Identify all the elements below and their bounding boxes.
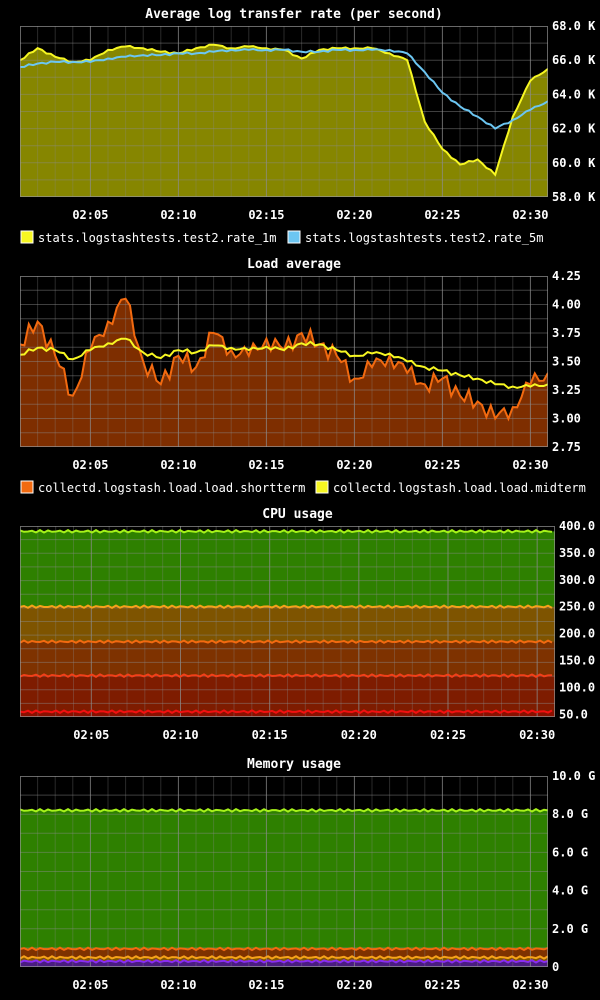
legend-entry: stats.logstashtests.test2.rate_5m [305, 231, 543, 245]
x-tick-label: 02:30 [519, 728, 555, 742]
y-tick-label: 3.00 [552, 412, 581, 426]
legend-swatch [20, 230, 34, 244]
x-tick-label: 02:15 [248, 458, 284, 472]
band-line-2 [20, 946, 548, 952]
legend-swatch [315, 480, 329, 494]
x-tick-label: 02:15 [248, 978, 284, 992]
x-tick-label: 02:25 [424, 458, 460, 472]
plot-area [20, 26, 548, 197]
series-area-1 [20, 298, 548, 447]
series-area-1 [20, 44, 548, 197]
x-tick-label: 02:20 [336, 208, 372, 222]
band-line-3 [20, 955, 548, 960]
chart-1: Average log transfer rate (per second) 58… [20, 7, 596, 245]
y-tick-label: 64.0 K [552, 87, 596, 101]
y-tick-label: 350.0 [559, 546, 595, 560]
plot-area [20, 776, 548, 967]
chart-title: CPU usage [262, 507, 333, 522]
legend-swatch [287, 230, 301, 244]
series-line-2 [20, 337, 548, 390]
band-line-2 [20, 604, 553, 610]
y-tick-label: 3.25 [552, 383, 581, 397]
plot-frame [20, 776, 548, 967]
y-tick-label: 400.0 [559, 519, 595, 533]
x-tick-label: 02:10 [160, 208, 196, 222]
legend: stats.logstashtests.test2.rate_1m stats.l… [20, 230, 543, 245]
x-tick-label: 02:10 [162, 728, 198, 742]
y-tick-label: 0 [552, 960, 559, 974]
y-tick-label: 3.75 [552, 326, 581, 340]
x-tick-label: 02:30 [512, 208, 548, 222]
y-tick-label: 2.0 G [552, 922, 588, 936]
x-tick-label: 02:25 [424, 208, 460, 222]
x-tick-label: 02:05 [72, 458, 108, 472]
x-tick-label: 02:25 [430, 728, 466, 742]
y-tick-label: 8.0 G [552, 807, 588, 821]
y-tick-label: 250.0 [559, 600, 595, 614]
x-tick-label: 02:15 [248, 208, 284, 222]
x-tick-label: 02:30 [512, 458, 548, 472]
y-tick-label: 50.0 [559, 707, 588, 721]
y-tick-label: 4.0 G [552, 884, 588, 898]
x-tick-label: 02:20 [341, 728, 377, 742]
chart-3: CPU usage 50.0 100.0 150.0 200.0 250.0 300.0 35… [20, 507, 595, 742]
y-tick-label: 100.0 [559, 680, 595, 694]
x-tick-label: 02:20 [336, 458, 372, 472]
y-tick-label: 150.0 [559, 654, 595, 668]
x-tick-label: 02:05 [73, 728, 109, 742]
plot-frame [20, 526, 555, 717]
y-tick-label: 10.0 G [552, 769, 595, 783]
legend: collectd.logstash.load.load.shortterm col… [20, 480, 586, 495]
plot-frame [20, 26, 548, 197]
band-line-4 [20, 958, 548, 964]
y-tick-label: 6.0 G [552, 845, 588, 859]
y-tick-label: 58.0 K [552, 190, 596, 204]
x-tick-label: 02:20 [336, 978, 372, 992]
x-tick-label: 02:25 [424, 978, 460, 992]
y-tick-label: 60.0 K [552, 156, 596, 170]
x-tick-label: 02:10 [160, 978, 196, 992]
legend-swatch [20, 480, 34, 494]
chart-title: Average log transfer rate (per second) [145, 7, 442, 22]
band-area-4 [20, 961, 548, 967]
band-line-4 [20, 673, 553, 678]
y-tick-label: 66.0 K [552, 53, 596, 67]
x-tick-label: 02:10 [160, 458, 196, 472]
band-area-5 [20, 711, 555, 717]
x-tick-label: 02:05 [72, 978, 108, 992]
band-line-5 [20, 709, 553, 714]
grid [20, 526, 555, 717]
y-tick-label: 3.50 [552, 355, 581, 369]
x-tick-label: 02:15 [252, 728, 288, 742]
plot-area [20, 276, 548, 447]
y-tick-label: 4.25 [552, 269, 581, 283]
y-tick-label: 4.00 [552, 298, 581, 312]
band-line-1 [20, 808, 548, 813]
legend-entry: collectd.logstash.load.load.shortterm [38, 481, 305, 495]
plot-area [20, 526, 555, 717]
y-tick-label: 62.0 K [552, 122, 596, 136]
x-tick-label: 02:05 [72, 208, 108, 222]
grid [20, 26, 548, 197]
y-tick-label: 2.75 [552, 440, 581, 454]
band-area-1 [20, 810, 548, 967]
y-tick-label: 300.0 [559, 573, 595, 587]
chart-4: Memory usage 0 2.0 G 4.0 G 6.0 G 8.0 G 10.0 G 0… [20, 757, 595, 992]
plot-frame [20, 276, 548, 447]
band-line-1 [20, 529, 553, 534]
series-line-2 [20, 47, 548, 130]
y-tick-label: 200.0 [559, 627, 595, 641]
legend-entry: collectd.logstash.load.load.midterm [333, 481, 586, 495]
y-tick-label: 68.0 K [552, 19, 596, 33]
chart-title: Memory usage [247, 757, 341, 772]
legend-entry: stats.logstashtests.test2.rate_1m [38, 231, 276, 245]
x-tick-label: 02:30 [512, 978, 548, 992]
chart-title: Load average [247, 257, 341, 272]
chart-2: Load average 2.75 3.00 3.25 3.50 3.75 4.00 4.25… [20, 257, 586, 495]
band-line-3 [20, 639, 553, 645]
